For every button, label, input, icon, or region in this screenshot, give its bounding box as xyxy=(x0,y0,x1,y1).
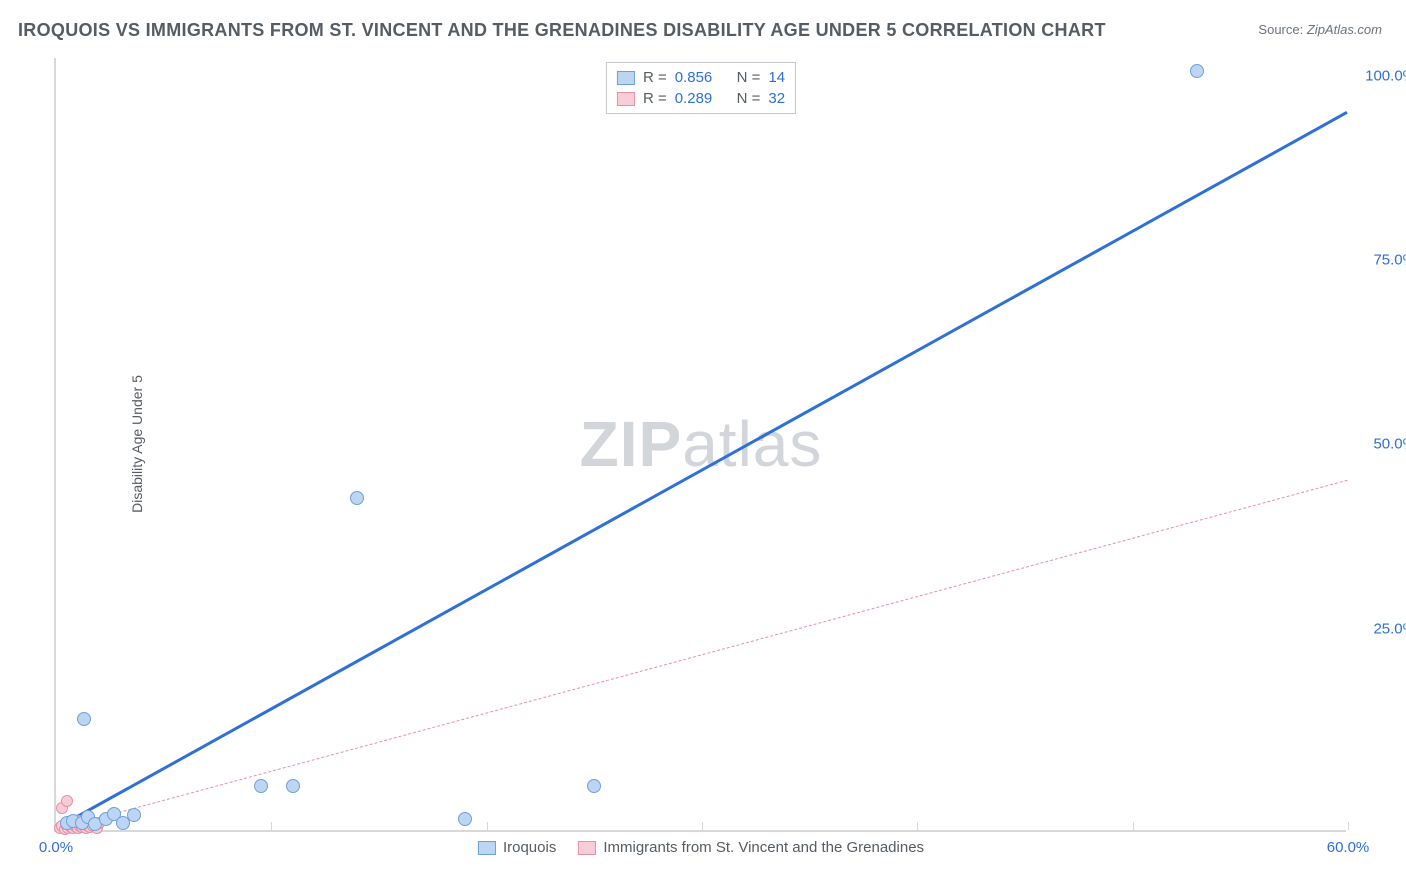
y-axis-label: Disability Age Under 5 xyxy=(129,375,145,513)
watermark-zip: ZIP xyxy=(580,408,683,480)
legend-r-value-1: 0.289 xyxy=(675,90,713,107)
y-tick-label: 100.0% xyxy=(1365,67,1406,84)
y-tick-label: 50.0% xyxy=(1373,436,1406,453)
legend-label-0: Iroquois xyxy=(503,839,556,856)
trend-line xyxy=(56,480,1348,830)
data-point xyxy=(127,808,141,822)
x-tick-label: 0.0% xyxy=(39,839,73,856)
data-point xyxy=(286,779,300,793)
x-tick-mark xyxy=(917,822,918,830)
legend-swatch-0 xyxy=(478,841,496,855)
legend-r-label: R = xyxy=(643,90,667,107)
data-point xyxy=(254,779,268,793)
data-point xyxy=(350,491,364,505)
source-label: Source: xyxy=(1258,22,1303,37)
legend-r-label: R = xyxy=(643,69,667,86)
legend-n-value-1: 32 xyxy=(768,90,785,107)
source-value: ZipAtlas.com xyxy=(1307,22,1382,37)
legend-swatch-1 xyxy=(617,92,635,106)
data-point xyxy=(587,779,601,793)
y-tick-label: 25.0% xyxy=(1373,620,1406,637)
legend-r-value-0: 0.856 xyxy=(675,69,713,86)
x-tick-label: 60.0% xyxy=(1327,839,1370,856)
legend-swatch-1 xyxy=(578,841,596,855)
x-tick-mark xyxy=(271,822,272,830)
legend-stats: R = 0.856 N = 14 R = 0.289 N = 32 xyxy=(606,62,796,114)
legend-swatch-0 xyxy=(617,71,635,85)
legend-label-1: Immigrants from St. Vincent and the Gren… xyxy=(603,839,924,856)
legend-series: Iroquois Immigrants from St. Vincent and… xyxy=(478,839,924,856)
chart-plot-area: Disability Age Under 5 ZIPatlas R = 0.85… xyxy=(54,58,1346,832)
legend-item-0: Iroquois xyxy=(478,839,556,856)
legend-stats-row-1: R = 0.289 N = 32 xyxy=(617,88,785,109)
legend-n-label: N = xyxy=(737,69,761,86)
x-tick-mark xyxy=(1133,822,1134,830)
legend-stats-row-0: R = 0.856 N = 14 xyxy=(617,67,785,88)
x-tick-mark xyxy=(1348,822,1349,830)
data-point xyxy=(1190,64,1204,78)
data-point xyxy=(77,712,91,726)
source-attribution: Source: ZipAtlas.com xyxy=(1258,22,1382,37)
data-point xyxy=(61,795,73,807)
data-point xyxy=(458,812,472,826)
x-tick-mark xyxy=(487,822,488,830)
x-tick-mark xyxy=(702,822,703,830)
y-tick-label: 75.0% xyxy=(1373,252,1406,269)
legend-n-value-0: 14 xyxy=(768,69,785,86)
trend-line xyxy=(55,111,1348,830)
chart-title: IROQUOIS VS IMMIGRANTS FROM ST. VINCENT … xyxy=(18,20,1106,41)
legend-item-1: Immigrants from St. Vincent and the Gren… xyxy=(578,839,924,856)
legend-n-label: N = xyxy=(737,90,761,107)
